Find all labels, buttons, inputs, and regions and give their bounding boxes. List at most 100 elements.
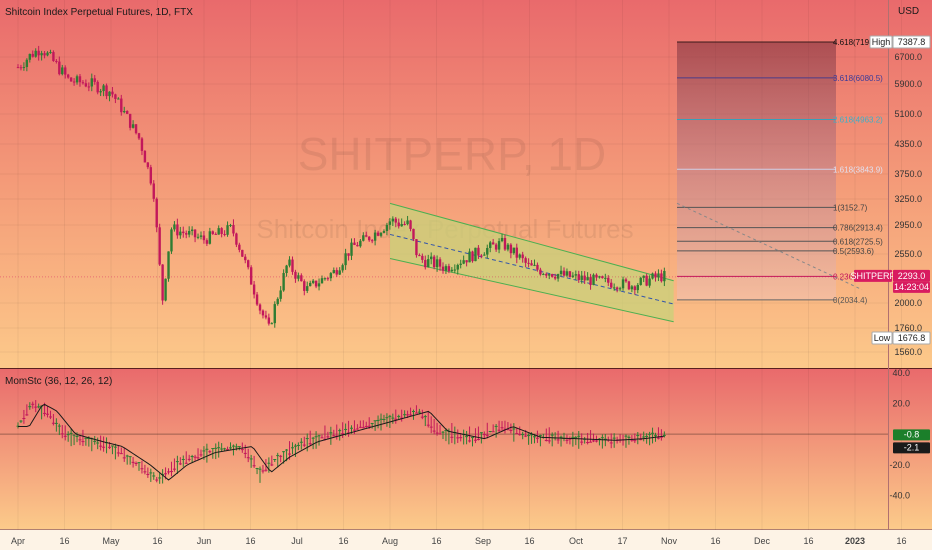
- candle-body: [400, 223, 403, 227]
- candle-body: [530, 263, 533, 266]
- candle-body: [409, 220, 412, 229]
- candle-body: [607, 277, 610, 283]
- candle-body: [241, 249, 244, 257]
- high-value-box: [892, 35, 931, 49]
- candle-body: [403, 223, 406, 225]
- candle-body: [108, 91, 111, 97]
- candle-body: [252, 284, 256, 295]
- candle-body: [654, 273, 657, 278]
- price-candles: [0, 45, 888, 328]
- price-tick-label: 1560.0: [894, 347, 922, 357]
- time-tick-label: 16: [152, 536, 162, 546]
- last-symbol-text: SHITPERP: [850, 271, 895, 281]
- candle-body: [562, 270, 566, 276]
- candle-body: [432, 256, 436, 268]
- candle-body: [497, 241, 501, 250]
- candle-body: [40, 53, 43, 56]
- channel-upper-line[interactable]: [389, 202, 674, 282]
- indicator-title[interactable]: MomStc (36, 12, 26, 12): [5, 376, 112, 387]
- candle-body: [415, 239, 418, 256]
- last-value-box: [893, 269, 930, 282]
- signal-line: [18, 403, 665, 481]
- price-tick-label: 5100.0: [894, 109, 922, 119]
- time-axis-ticks[interactable]: Apr 16 May 16 Jun 16 Jul 16 Aug 16 Sep 16 Oct 17 Nov 16…: [11, 536, 907, 546]
- candle-body: [187, 231, 191, 235]
- time-tick-label: Jun: [197, 536, 212, 546]
- fib-zone-fill: [677, 42, 836, 300]
- watermark-ticker: SHITPERP, 1D: [298, 128, 606, 180]
- candle-body: [69, 77, 73, 82]
- candle-body: [353, 242, 356, 245]
- candle-body: [329, 273, 333, 279]
- candle-body: [208, 231, 212, 244]
- candle-body: [323, 278, 327, 280]
- low-value-box: [892, 331, 931, 345]
- price-tick-label: 3750.0: [894, 169, 922, 179]
- symbol-title[interactable]: Shitcoin Index Perpetual Futures, 1D, FT…: [5, 7, 193, 18]
- candle-body: [494, 244, 498, 250]
- fib-level-label: 4.618(7198: [833, 38, 874, 47]
- candle-body: [46, 52, 49, 56]
- candle-body: [356, 244, 359, 247]
- candle-body: [149, 167, 153, 184]
- low-value-text: 1676.8: [898, 333, 926, 343]
- price-tick-label: 3250.0: [894, 194, 922, 204]
- candle-body: [75, 76, 79, 83]
- osc-value-b-box: [893, 442, 930, 454]
- candle-body: [338, 270, 341, 275]
- candle-body: [610, 282, 613, 288]
- candle-body: [441, 266, 445, 271]
- candle-body: [288, 259, 291, 266]
- candle-body: [548, 274, 551, 276]
- candle-body: [344, 253, 347, 266]
- candle-body: [612, 287, 616, 289]
- candle-body: [164, 278, 167, 301]
- candle-body: [306, 286, 309, 291]
- candle-body: [474, 247, 477, 262]
- fibonacci-extension[interactable]: 4.618(7198 3.618(6080.5) 2.618(4963.2) 1.61…: [676, 38, 883, 305]
- candle-body: [211, 231, 214, 234]
- candle-body: [595, 274, 598, 278]
- candle-body: [524, 258, 527, 263]
- countdown-box: [893, 281, 930, 293]
- price-axis-ticks[interactable]: 6700.0 5900.0 5100.0 4350.0 3750.0 3250.0 2950…: [889, 52, 922, 500]
- candle-body: [64, 67, 67, 75]
- candle-body: [483, 254, 486, 256]
- candle-body: [179, 231, 182, 236]
- candle-body: [273, 304, 276, 324]
- candle-body: [429, 256, 433, 260]
- candle-body: [320, 278, 324, 284]
- candle-body: [264, 315, 268, 318]
- candle-body: [601, 276, 604, 279]
- candle-body: [556, 274, 560, 279]
- time-tick-label: 16: [338, 536, 348, 546]
- candle-body: [394, 218, 397, 223]
- indicator-pane-background: [0, 369, 932, 530]
- candle-body: [270, 323, 274, 325]
- price-tick-label: 5900.0: [894, 79, 922, 89]
- candle-body: [205, 240, 209, 244]
- candle-body: [258, 304, 262, 311]
- candle-body: [332, 270, 335, 274]
- candle-body: [291, 259, 294, 272]
- candle-body: [565, 271, 569, 276]
- candle-body: [412, 228, 415, 240]
- time-tick-label: Aug: [382, 536, 398, 546]
- candle-body: [580, 275, 583, 280]
- low-label-text: Low: [874, 333, 891, 343]
- candle-body: [170, 229, 173, 252]
- candle-body: [152, 183, 155, 199]
- candle-body: [235, 233, 238, 245]
- price-tick-label: 6700.0: [894, 52, 922, 62]
- price-tick-label: 2000.0: [894, 298, 922, 308]
- candle-body: [126, 111, 129, 114]
- time-tick-label: 16: [710, 536, 720, 546]
- fib-trend-line[interactable]: [676, 202, 863, 291]
- candle-body: [645, 275, 648, 286]
- candle-body: [509, 244, 513, 254]
- candle-body: [176, 224, 179, 236]
- candle-body: [568, 271, 572, 277]
- candle-body: [226, 225, 229, 235]
